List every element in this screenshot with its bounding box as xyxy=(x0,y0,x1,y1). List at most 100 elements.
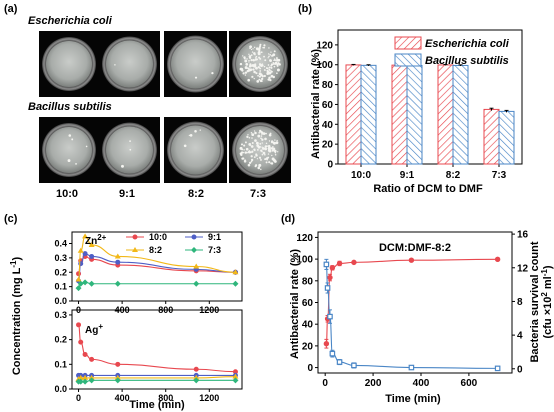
bacterial-colony xyxy=(250,48,253,51)
bacterial-colony xyxy=(260,64,263,67)
data-point xyxy=(88,377,95,384)
y-right-tick-label: 8 xyxy=(517,297,523,308)
x-tick-label: 400 xyxy=(115,393,130,403)
bacterial-colony xyxy=(271,154,273,157)
bacterial-colony xyxy=(243,56,246,59)
dish-agar xyxy=(236,126,284,174)
bacterial-colony xyxy=(243,149,245,151)
bacterial-colony xyxy=(258,72,262,76)
bacterial-colony xyxy=(269,54,272,56)
bacterial-colony xyxy=(254,131,257,135)
bacterial-colony xyxy=(244,151,247,154)
bacterial-colony xyxy=(268,55,270,58)
data-point xyxy=(88,241,95,247)
x-tick-label: 10:0 xyxy=(351,170,371,181)
bacterial-colony xyxy=(248,161,252,164)
plot-frame xyxy=(337,29,523,165)
bacterial-colony xyxy=(263,65,266,68)
bacterial-colony xyxy=(129,148,132,151)
data-point xyxy=(89,356,95,362)
data-point xyxy=(232,280,239,287)
y-tick-label: 0 xyxy=(327,160,333,171)
bacterial-colony xyxy=(71,138,74,141)
bacterial-colony xyxy=(255,164,258,167)
x-tick-label: 600 xyxy=(461,378,478,389)
series-line-10:0 xyxy=(77,324,236,373)
data-point xyxy=(494,256,501,263)
data-point xyxy=(75,285,82,292)
y-tick-label: 0.1 xyxy=(54,359,67,369)
bacterial-colony xyxy=(251,51,254,53)
bacterial-colony xyxy=(248,56,252,59)
b-subtilis-dish-4 xyxy=(229,117,291,183)
bacterial-colony xyxy=(255,72,258,75)
bacterial-colony xyxy=(250,158,254,162)
ratio-label-3: 8:2 xyxy=(188,188,204,200)
x-tick-label: 1200 xyxy=(199,393,219,403)
bacterial-colony xyxy=(189,133,193,137)
bacterial-colony xyxy=(258,48,261,51)
species-label-b-subtilis: Bacillus subtilis xyxy=(28,101,112,113)
bacterial-colony xyxy=(257,166,261,170)
bacterial-colony xyxy=(264,59,267,62)
data-point xyxy=(193,263,200,269)
dish-row-e-coli xyxy=(39,31,291,97)
data-point xyxy=(82,351,88,357)
y-tick-label: 120 xyxy=(316,40,333,51)
y-tick-label: 0.0 xyxy=(54,384,67,394)
data-point xyxy=(193,377,200,384)
dish-agar xyxy=(46,127,92,173)
bacterial-colony xyxy=(262,46,264,49)
bacterial-colony xyxy=(271,149,274,152)
bacterial-colony xyxy=(250,54,253,56)
bacterial-colony xyxy=(258,156,262,159)
data-point xyxy=(75,276,82,282)
bacterial-colony xyxy=(260,158,262,161)
panel-c: (c) Concentration (mg L-1) Time (min) 0.… xyxy=(4,213,243,411)
subplot-frame xyxy=(71,231,243,302)
bacterial-colony xyxy=(114,64,116,66)
panel-a-label: (a) xyxy=(4,3,18,15)
bacterial-colony xyxy=(260,135,263,137)
bacterial-colony xyxy=(273,50,276,53)
data-point xyxy=(408,257,415,263)
bacterial-colony xyxy=(252,48,254,50)
bar xyxy=(391,64,408,165)
bacterial-colony xyxy=(246,135,249,138)
bacterial-colony xyxy=(188,134,191,137)
bacterial-colony xyxy=(239,148,241,150)
panel-d-ylabel: Antibacterial rate (%) xyxy=(289,249,301,359)
panel-b-ylabel: Antibacterial rate (%) xyxy=(310,49,322,159)
bacterial-colony xyxy=(269,59,272,62)
bacterial-colony xyxy=(259,142,262,145)
bacterial-colony xyxy=(254,46,256,49)
bar xyxy=(483,108,500,165)
x-tick-label: 0 xyxy=(76,393,81,403)
bacterial-colony xyxy=(274,139,276,141)
data-point xyxy=(327,313,333,320)
bacterial-colony xyxy=(250,131,253,134)
series-line xyxy=(325,258,498,345)
species-label-e-coli: Escherichia coli xyxy=(28,15,113,27)
data-point xyxy=(323,341,330,347)
bacterial-colony xyxy=(268,140,271,142)
bar xyxy=(437,64,454,165)
y-tick-label: 60 xyxy=(322,100,334,111)
series-line-8:2 xyxy=(78,376,236,380)
data-point xyxy=(324,285,331,291)
bacterial-colony xyxy=(258,63,261,66)
bacterial-colony xyxy=(194,129,197,133)
legend-label: 10:0 xyxy=(149,232,167,242)
y-tick-label: 0.0 xyxy=(54,296,67,306)
bacterial-colony xyxy=(258,75,262,78)
bacterial-colony xyxy=(268,76,271,80)
bacterial-colony xyxy=(248,150,251,152)
e-coli-dish-2 xyxy=(99,31,160,97)
y-tick-label: 0.2 xyxy=(54,267,67,277)
bacterial-colony xyxy=(251,150,254,153)
bacterial-colony xyxy=(261,77,264,81)
bacterial-colony xyxy=(253,156,256,159)
data-point xyxy=(232,377,239,384)
data-point xyxy=(82,233,89,239)
bacterial-colony xyxy=(199,129,201,131)
